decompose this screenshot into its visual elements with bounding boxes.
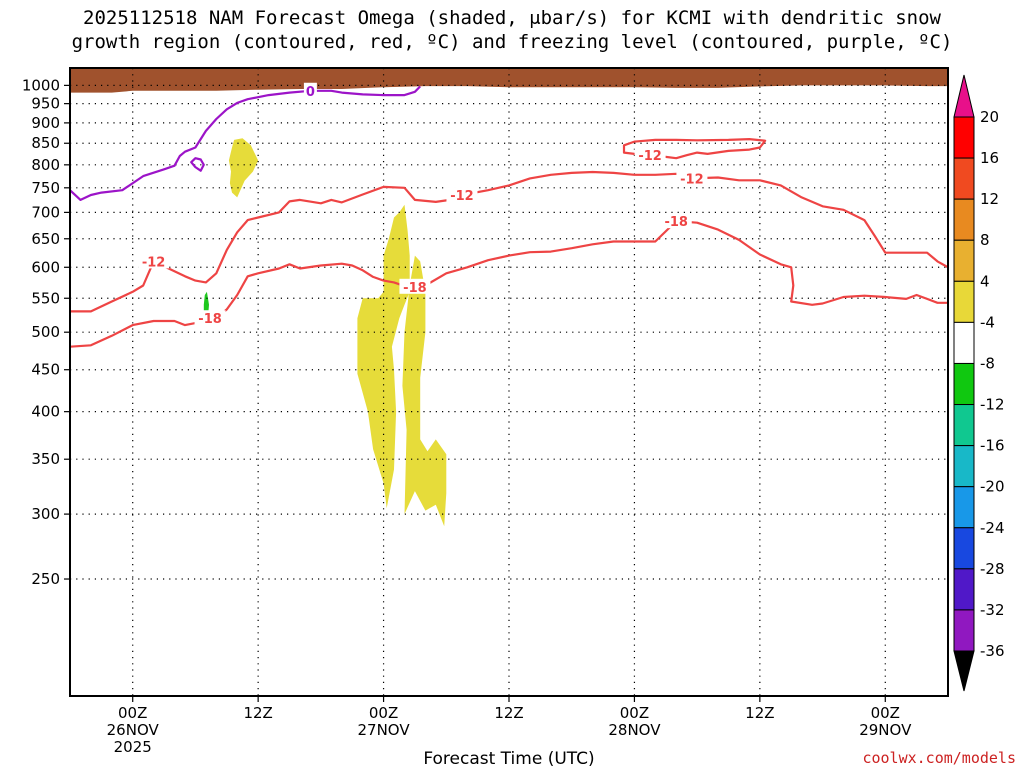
colorbar-label: 20 bbox=[980, 108, 999, 126]
y-tick-label: 400 bbox=[31, 403, 60, 421]
colorbar-label: -32 bbox=[980, 601, 1005, 619]
colorbar-swatch bbox=[953, 568, 975, 611]
y-tick-label: 250 bbox=[31, 570, 60, 588]
y-tick-label: 800 bbox=[31, 156, 60, 174]
contour-labels: -18 -12 -18 -12 -18 -12 -12 0 bbox=[138, 82, 708, 327]
y-tick-label: 650 bbox=[31, 230, 60, 248]
y-tick-label: 500 bbox=[31, 323, 60, 341]
contour-label-bg bbox=[660, 213, 692, 229]
region-omega-4-8-bar-s-lower-blob bbox=[228, 138, 259, 198]
contour-label-bg bbox=[446, 187, 478, 203]
x-tick-label: 12Z bbox=[745, 704, 774, 722]
contour-label-bg bbox=[138, 253, 170, 269]
x-tick-label: 28NOV bbox=[608, 721, 661, 739]
colorbar-swatch bbox=[953, 404, 975, 447]
y-tick-label: 850 bbox=[31, 134, 60, 152]
y-axis: 250 300 350 400 450 500 550 600 650 700 750 800 850 9… bbox=[22, 76, 70, 588]
x-tick-label: 12Z bbox=[494, 704, 523, 722]
colorbar-label: -20 bbox=[980, 478, 1005, 496]
colorbar-label: -36 bbox=[980, 642, 1005, 660]
colorbar-top-triangle bbox=[953, 74, 975, 118]
source-credit[interactable]: coolwx.com/models bbox=[862, 749, 1016, 767]
contour-label-dgz: -12 bbox=[142, 255, 166, 270]
contour-label-bg bbox=[676, 170, 708, 186]
contour-dgz-12-c-closed-contour bbox=[622, 138, 767, 160]
contour-label-dgz: -12 bbox=[680, 172, 704, 187]
colorbar-label: 16 bbox=[980, 149, 999, 167]
y-tick-label: 700 bbox=[31, 203, 60, 221]
contour-label-dgz: -18 bbox=[198, 312, 222, 327]
colorbar-swatch bbox=[953, 609, 975, 652]
contour-freezing-level-0-c bbox=[70, 85, 421, 201]
x-tick-label: 2025 bbox=[114, 738, 152, 756]
contour-dgz-18-c bbox=[70, 220, 948, 348]
colorbar-label: 8 bbox=[980, 231, 990, 249]
x-tick-label: 00Z bbox=[369, 704, 398, 722]
colorbar-swatch bbox=[953, 239, 975, 282]
y-tick-label: 300 bbox=[31, 505, 60, 523]
colorbar-bottom-triangle bbox=[953, 650, 975, 692]
colorbar-label: 4 bbox=[980, 272, 990, 290]
colorbar-swatch bbox=[953, 198, 975, 241]
y-tick-label: 350 bbox=[31, 450, 60, 468]
colorbar-label: -28 bbox=[980, 560, 1005, 578]
contour-label-bg bbox=[194, 310, 226, 326]
y-tick-label: 550 bbox=[31, 289, 60, 307]
y-tick-label: 750 bbox=[31, 179, 60, 197]
x-tick-label: 27NOV bbox=[358, 721, 411, 739]
y-tick-label: 450 bbox=[31, 361, 60, 379]
region-terrain bbox=[70, 68, 948, 93]
colorbar-label: -16 bbox=[980, 437, 1005, 455]
colorbar-swatch bbox=[953, 445, 975, 488]
contour-label-bg bbox=[634, 147, 666, 163]
x-tick-label: 29NOV bbox=[859, 721, 912, 739]
contour-label-bg bbox=[303, 82, 317, 98]
colorbar-label: 12 bbox=[980, 190, 999, 208]
x-tick-label: 00Z bbox=[871, 704, 900, 722]
contour-freezing-level-0-c-small-loop bbox=[190, 157, 205, 172]
x-tick-label: 12Z bbox=[243, 704, 272, 722]
chart-title-line-1: 2025112518 NAM Forecast Omega (shaded, μ… bbox=[83, 7, 941, 29]
colorbar-swatch bbox=[953, 157, 975, 200]
contour-label-dgz: -12 bbox=[638, 149, 662, 164]
contour-label-dgz: -18 bbox=[664, 215, 688, 230]
x-axis-label: Forecast Time (UTC) bbox=[423, 749, 594, 768]
x-tick-label: 00Z bbox=[620, 704, 649, 722]
y-tick-label: 600 bbox=[31, 258, 60, 276]
colorbar-swatch bbox=[953, 486, 975, 529]
colorbar-swatch bbox=[953, 321, 975, 364]
chart-title-line-2: growth region (contoured, red, ºC) and f… bbox=[71, 31, 953, 53]
omega-shading-layer bbox=[70, 68, 948, 527]
contour-label-dgz: -18 bbox=[403, 281, 427, 296]
contour-label-freezing: 0 bbox=[306, 85, 315, 100]
y-tick-label: 1000 bbox=[22, 76, 60, 94]
gridlines bbox=[70, 68, 948, 696]
contour-layer bbox=[70, 85, 948, 348]
contour-label-dgz: -12 bbox=[450, 189, 474, 204]
colorbar-swatch bbox=[953, 362, 975, 406]
chart-title: 2025112518 NAM Forecast Omega (shaded, μ… bbox=[0, 6, 1024, 54]
colorbar-swatch bbox=[953, 116, 975, 159]
colorbar-label: -8 bbox=[980, 354, 995, 372]
y-tick-label: 950 bbox=[31, 95, 60, 113]
x-tick-label: 26NOV bbox=[107, 721, 160, 739]
y-tick-label: 900 bbox=[31, 114, 60, 132]
contour-label-bg bbox=[399, 278, 431, 294]
colorbar-swatch bbox=[953, 527, 975, 570]
colorbar-label: -24 bbox=[980, 519, 1005, 537]
region-omega-4-8-bar-s-left-column bbox=[357, 204, 410, 509]
colorbar: 20 16 12 8 4 -4 -8 -12 -16 -20 -24 -28 -32 -36 bbox=[953, 74, 1005, 692]
colorbar-label: -4 bbox=[980, 313, 995, 331]
x-tick-label: 00Z bbox=[118, 704, 147, 722]
colorbar-swatch bbox=[953, 280, 975, 323]
region-omega-4-8-bar-s-right-column bbox=[402, 255, 447, 527]
colorbar-label: -12 bbox=[980, 396, 1005, 414]
